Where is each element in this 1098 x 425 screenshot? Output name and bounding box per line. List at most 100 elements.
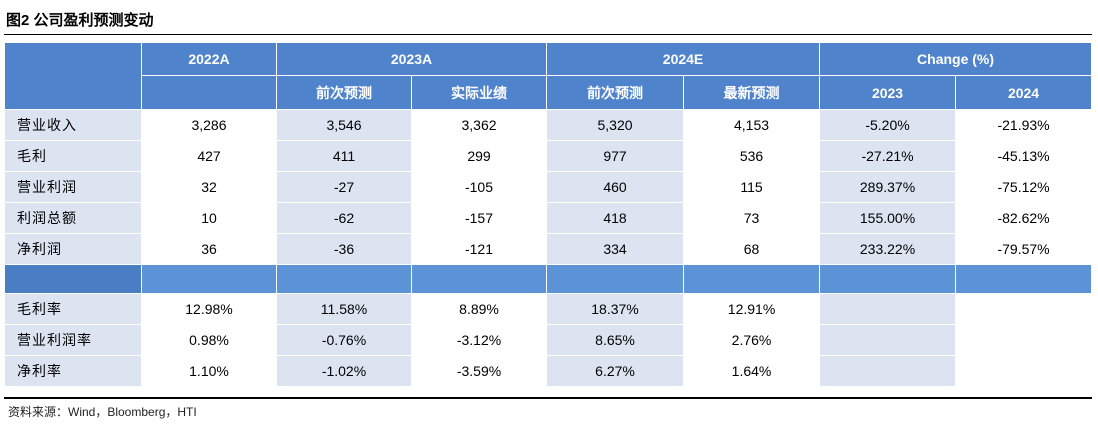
table-row: 营业利润 32 -27 -105 460 115 289.37% -75.12%: [4, 171, 1093, 203]
cell: [819, 324, 957, 356]
cell: 411: [276, 140, 412, 172]
cell: -0.76%: [276, 324, 412, 356]
row-label: 净利润: [4, 233, 142, 265]
cell: 536: [683, 140, 821, 172]
header-sub-empty: [141, 75, 277, 110]
row-label: 利润总额: [4, 202, 142, 234]
cell: -82.62%: [955, 202, 1093, 234]
separator-cell: [546, 264, 685, 294]
cell: 10: [141, 202, 277, 234]
table-row: 利润总额 10 -62 -157 418 73 155.00% -82.62%: [4, 202, 1093, 234]
separator-cell: [819, 264, 957, 294]
bottom-rule: [4, 397, 1092, 399]
cell: 427: [141, 140, 277, 172]
title-rule: [4, 34, 1092, 35]
cell: 32: [141, 171, 277, 203]
cell: 73: [683, 202, 821, 234]
header-sub: 前次预测: [546, 75, 685, 110]
cell: [955, 324, 1093, 356]
figure-title: 图2 公司盈利预测变动: [6, 12, 154, 29]
row-label: 营业利润率: [4, 324, 142, 356]
table-row: 净利润 36 -36 -121 334 68 233.22% -79.57%: [4, 233, 1093, 265]
cell: 5,320: [546, 109, 685, 141]
cell: 4,153: [683, 109, 821, 141]
cell: -75.12%: [955, 171, 1093, 203]
ratio-row: 净利率 1.10% -1.02% -3.59% 6.27% 1.64%: [4, 355, 1093, 387]
header-sub: 前次预测: [276, 75, 412, 110]
cell: [955, 355, 1093, 387]
row-label: 营业利润: [4, 171, 142, 203]
cell: 3,546: [276, 109, 412, 141]
ratio-row: 毛利率 12.98% 11.58% 8.89% 18.37% 12.91%: [4, 293, 1093, 325]
header-corner: [4, 42, 142, 110]
row-label: 净利率: [4, 355, 142, 387]
cell: 36: [141, 233, 277, 265]
header-2023a: 2023A: [275, 42, 548, 76]
separator-row: [4, 264, 1093, 294]
cell: -157: [410, 202, 548, 234]
cell: 2.76%: [683, 324, 821, 356]
cell: -1.02%: [276, 355, 412, 387]
cell: 233.22%: [819, 233, 957, 265]
cell: 12.98%: [141, 293, 277, 325]
cell: -105: [410, 171, 548, 203]
row-label: 营业收入: [4, 109, 142, 141]
cell: -62: [276, 202, 412, 234]
cell: 115: [683, 171, 821, 203]
header-sub: 2023: [819, 75, 957, 110]
forecast-table: 2022A 2023A 2024E Change (%) 前次预测 实际业绩 前…: [4, 42, 1093, 387]
cell: -3.12%: [410, 324, 548, 356]
separator-cell: [276, 264, 412, 294]
ratio-row: 营业利润率 0.98% -0.76% -3.12% 8.65% 2.76%: [4, 324, 1093, 356]
cell: [819, 293, 957, 325]
cell: 289.37%: [819, 171, 957, 203]
cell: -121: [410, 233, 548, 265]
table-row: 营业收入 3,286 3,546 3,362 5,320 4,153 -5.20…: [4, 109, 1093, 141]
cell: -27.21%: [819, 140, 957, 172]
cell: 3,362: [410, 109, 548, 141]
cell: 18.37%: [546, 293, 685, 325]
header-sub: 2024: [955, 75, 1093, 110]
cell: [955, 293, 1093, 325]
cell: 418: [546, 202, 685, 234]
cell: 0.98%: [141, 324, 277, 356]
header-change: Change (%): [819, 42, 1093, 76]
row-label: 毛利: [4, 140, 142, 172]
cell: 977: [546, 140, 685, 172]
cell: -79.57%: [955, 233, 1093, 265]
row-label: 毛利率: [4, 293, 142, 325]
header-2022a: 2022A: [141, 42, 277, 76]
separator-cell: [141, 264, 277, 294]
header-sub: 实际业绩: [410, 75, 548, 110]
cell: 1.10%: [141, 355, 277, 387]
cell: 460: [546, 171, 685, 203]
cell: -21.93%: [955, 109, 1093, 141]
cell: 6.27%: [546, 355, 685, 387]
cell: 8.89%: [410, 293, 548, 325]
header-row-subs: 前次预测 实际业绩 前次预测 最新预测 2023 2024: [5, 75, 1093, 110]
separator-cell: [410, 264, 548, 294]
cell: 8.65%: [546, 324, 685, 356]
cell: -3.59%: [410, 355, 548, 387]
cell: -45.13%: [955, 140, 1093, 172]
cell: 3,286: [141, 109, 277, 141]
separator-cell: [683, 264, 821, 294]
cell: [819, 355, 957, 387]
separator-cell: [4, 264, 142, 294]
cell: 11.58%: [276, 293, 412, 325]
header-sub: 最新预测: [683, 75, 821, 110]
cell: -27: [276, 171, 412, 203]
header-row-groups: 2022A 2023A 2024E Change (%): [4, 42, 1093, 110]
header-2024e: 2024E: [546, 42, 821, 76]
cell: -36: [276, 233, 412, 265]
cell: -5.20%: [819, 109, 957, 141]
cell: 1.64%: [683, 355, 821, 387]
table-row: 毛利 427 411 299 977 536 -27.21% -45.13%: [4, 140, 1093, 172]
cell: 12.91%: [683, 293, 821, 325]
cell: 155.00%: [819, 202, 957, 234]
cell: 299: [410, 140, 548, 172]
cell: 334: [546, 233, 685, 265]
source-note: 资料来源：Wind，Bloomberg，HTI: [8, 405, 197, 419]
cell: 68: [683, 233, 821, 265]
separator-cell: [955, 264, 1093, 294]
